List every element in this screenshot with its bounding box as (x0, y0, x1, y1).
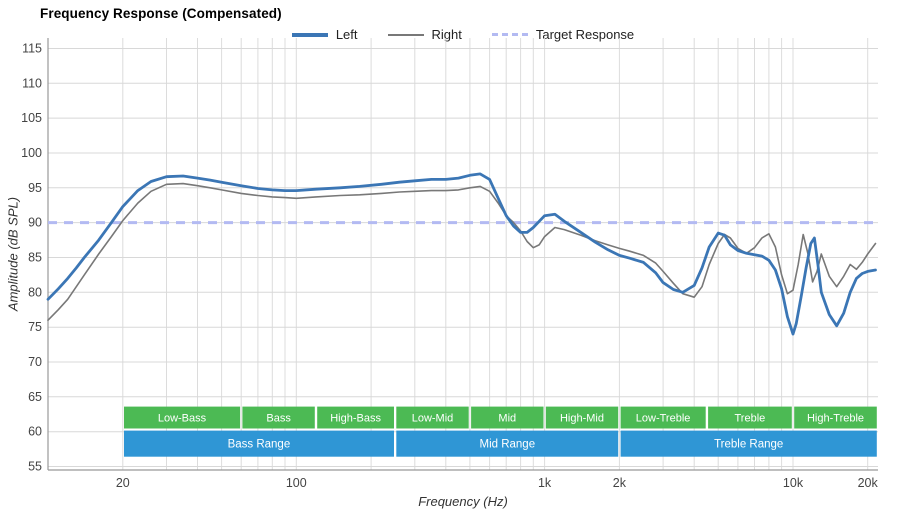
legend-label-right: Right (431, 27, 462, 42)
band-mid-range: Mid Range (396, 430, 619, 457)
band-label: Bass Range (228, 439, 291, 451)
y-tick-label: 75 (28, 320, 42, 334)
band-label: Bass (266, 412, 291, 424)
band-treble-range: Treble Range (620, 430, 877, 457)
band-high-treble: High-Treble (794, 406, 877, 429)
y-tick-label: 60 (28, 425, 42, 439)
y-tick-label: 85 (28, 251, 42, 265)
chart-title: Frequency Response (Compensated) (40, 6, 282, 21)
legend-label-target-response: Target Response (535, 27, 635, 42)
y-tick-label: 70 (28, 355, 42, 369)
band-label: Mid Range (479, 439, 535, 451)
y-tick-label: 90 (28, 216, 42, 230)
legend-item-target-response[interactable]: Target Response (491, 27, 635, 42)
axes (47, 38, 878, 471)
x-tick-label: 10k (783, 476, 804, 490)
band-low-mid: Low-Mid (396, 406, 469, 429)
band-treble: Treble (708, 406, 792, 429)
band-bass: Bass (242, 406, 315, 429)
y-tick-label: 95 (28, 181, 42, 195)
series-left-line (46, 172, 877, 336)
band-label: High-Treble (807, 412, 864, 424)
x-tick-label: 100 (286, 476, 307, 490)
band-bass-range: Bass Range (124, 430, 394, 457)
x-axis-title: Frequency (Hz) (418, 494, 508, 509)
y-tick-label: 100 (21, 146, 42, 160)
band-label: Treble (735, 412, 766, 424)
y-tick-label: 65 (28, 390, 42, 404)
x-tick-label: 20 (116, 476, 130, 490)
y-tick-label: 105 (21, 111, 42, 125)
band-low-bass: Low-Bass (124, 406, 241, 429)
x-tick-label: 2k (613, 476, 627, 490)
x-tick-label: 20k (858, 476, 879, 490)
band-label: High-Mid (560, 412, 604, 424)
x-tick-label: 1k (538, 476, 552, 490)
y-tick-label: 110 (22, 76, 42, 90)
right-line-swatch (387, 33, 424, 36)
left-line-swatch (291, 32, 328, 37)
band-label: Low-Bass (158, 412, 207, 424)
band-high-mid: High-Mid (545, 406, 619, 429)
x-tick-labels: 20 100 1k 2k 10k 20k (116, 476, 879, 490)
legend-item-right[interactable]: Right (387, 27, 462, 42)
band-label: High-Bass (330, 412, 381, 424)
y-tick-labels: 55 60 65 70 75 80 85 90 95 100 105 110 115 (21, 42, 42, 474)
y-tick-label: 55 (28, 460, 42, 474)
y-axis-title: Amplitude (dB SPL) (5, 196, 21, 312)
band-high-bass: High-Bass (317, 406, 394, 429)
y-tick-label: 115 (22, 42, 42, 56)
band-low-treble: Low-Treble (620, 406, 706, 429)
band-label: Low-Mid (412, 412, 454, 424)
band-mid: Mid (471, 406, 544, 429)
band-label: Mid (498, 412, 516, 424)
legend-item-left[interactable]: Left (291, 27, 358, 42)
legend-label-left: Left (335, 27, 358, 42)
series-right-line (47, 182, 877, 321)
band-label: Low-Treble (636, 412, 691, 424)
band-label: Treble Range (714, 439, 783, 451)
legend: Left Right Target Response (48, 27, 878, 42)
y-tick-label: 80 (28, 285, 42, 299)
target-response-swatch (491, 33, 528, 36)
